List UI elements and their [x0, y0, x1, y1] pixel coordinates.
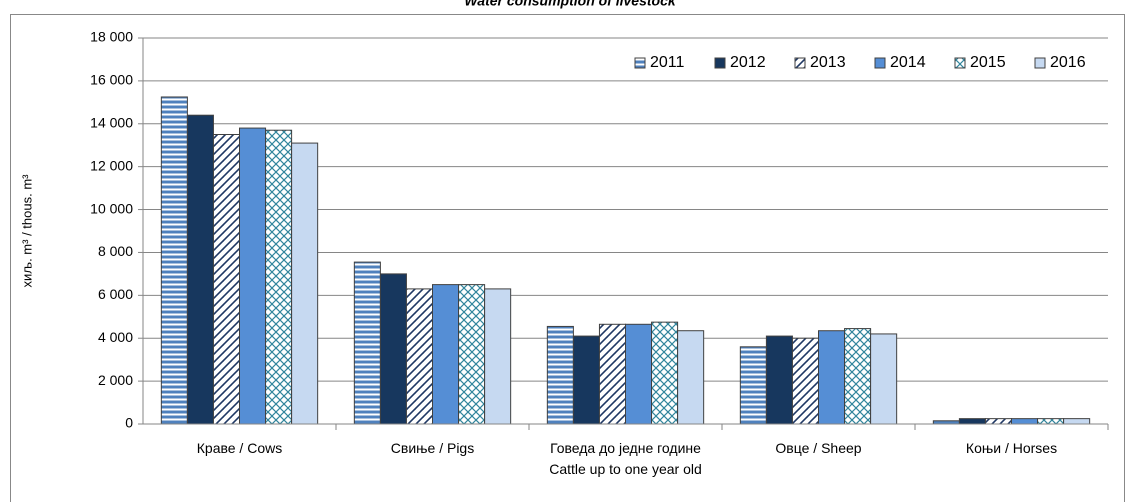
- y-tick-label: 14 000: [90, 114, 133, 130]
- chart-frame: [10, 14, 1125, 502]
- legend-label: 2011: [650, 54, 685, 71]
- bar: [651, 321, 679, 425]
- x-tick-label: Свиње / Pigs: [391, 440, 474, 456]
- y-tick-label: 0: [125, 415, 133, 431]
- legend-label: 2014: [890, 54, 926, 71]
- bar: [458, 284, 486, 425]
- bar: [546, 325, 574, 425]
- bar: [1063, 418, 1091, 425]
- bar: [844, 328, 872, 425]
- x-tick-label: Коњи / Horses: [966, 440, 1057, 456]
- bar: [677, 330, 705, 425]
- bar: [432, 284, 460, 425]
- chart-title: Water consumption of livestock: [464, 0, 677, 9]
- legend-label: 2013: [810, 54, 846, 71]
- bar: [984, 418, 1013, 425]
- bar: [818, 330, 846, 425]
- x-tick-label: Овце / Sheep: [775, 440, 861, 456]
- legend-swatch: [634, 57, 646, 69]
- y-tick-label: 4 000: [98, 329, 133, 345]
- bar: [870, 333, 898, 425]
- bar: [958, 418, 986, 425]
- bar: [239, 127, 267, 425]
- y-tick-label: 6 000: [98, 286, 133, 302]
- y-tick-label: 12 000: [90, 157, 133, 173]
- bar: [739, 346, 767, 425]
- y-tick-label: 16 000: [90, 72, 133, 88]
- bar: [353, 261, 381, 425]
- bar: [265, 129, 293, 425]
- bar: [1011, 418, 1039, 425]
- bar: [186, 114, 214, 425]
- y-tick-label: 18 000: [90, 29, 133, 45]
- bar: [598, 323, 627, 425]
- x-tick-label: Говеда до једне године Cattle up to one y…: [549, 440, 702, 477]
- legend-swatch: [1034, 57, 1046, 69]
- legend-swatch: [714, 57, 726, 69]
- bar: [765, 335, 793, 425]
- bar: [160, 96, 188, 425]
- bar: [379, 273, 407, 425]
- bar: [405, 288, 434, 425]
- y-axis-label: хиљ. m³ / thous. m³: [19, 174, 34, 288]
- x-tick-label: Краве / Cows: [197, 440, 282, 456]
- y-tick-label: 8 000: [98, 243, 133, 259]
- legend-swatch: [954, 57, 966, 69]
- y-tick-label: 2 000: [98, 372, 133, 388]
- bar: [625, 323, 653, 425]
- bar: [291, 142, 319, 425]
- legend-label: 2016: [1050, 54, 1086, 71]
- legend-label: 2015: [970, 54, 1006, 71]
- legend-swatch: [874, 57, 886, 69]
- bar: [791, 337, 820, 425]
- bar: [212, 134, 241, 425]
- y-tick-label: 10 000: [90, 200, 133, 216]
- bar: [572, 335, 600, 425]
- bar: [1037, 418, 1065, 425]
- legend-label: 2012: [730, 54, 766, 71]
- bar: [484, 288, 512, 425]
- legend-swatch: [794, 57, 806, 69]
